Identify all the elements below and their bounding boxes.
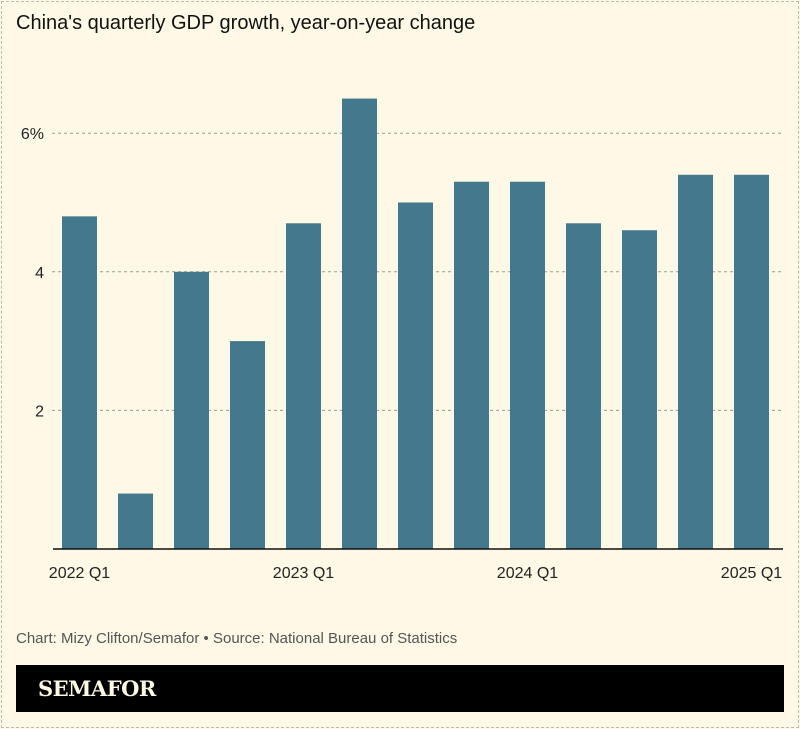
bar-2022-q2: [118, 493, 153, 549]
x-tick-label: 2022 Q1: [49, 565, 110, 582]
bar-2024-q1: [510, 181, 545, 549]
bar-2024-q4: [678, 174, 713, 549]
x-tick-label: 2023 Q1: [273, 565, 334, 582]
x-tick-label: 2024 Q1: [497, 565, 558, 582]
semafor-logo: SEMAFOR: [38, 676, 156, 701]
bar-2025-q1: [734, 174, 769, 549]
y-tick-label: 4: [35, 265, 44, 282]
chart-title: China's quarterly GDP growth, year-on-ye…: [16, 12, 476, 34]
bar-2022-q4: [230, 341, 265, 549]
bar-2023-q2: [342, 98, 377, 550]
x-tick-label: 2025 Q1: [721, 565, 782, 582]
bar-2022-q3: [174, 271, 209, 549]
y-tick-label: 6%: [21, 126, 44, 143]
brand-bar: SEMAFOR: [16, 665, 784, 712]
bar-2023-q3: [398, 202, 433, 549]
y-tick-label: 2: [35, 403, 44, 420]
bar-2023-q4: [454, 181, 489, 549]
bar-2022-q1: [62, 216, 97, 550]
bar-2024-q2: [566, 223, 601, 550]
bar-2023-q1: [286, 223, 321, 550]
bar-2024-q3: [622, 230, 657, 549]
chart-credit: Chart: Mizy Clifton/Semafor • Source: Na…: [16, 630, 458, 647]
